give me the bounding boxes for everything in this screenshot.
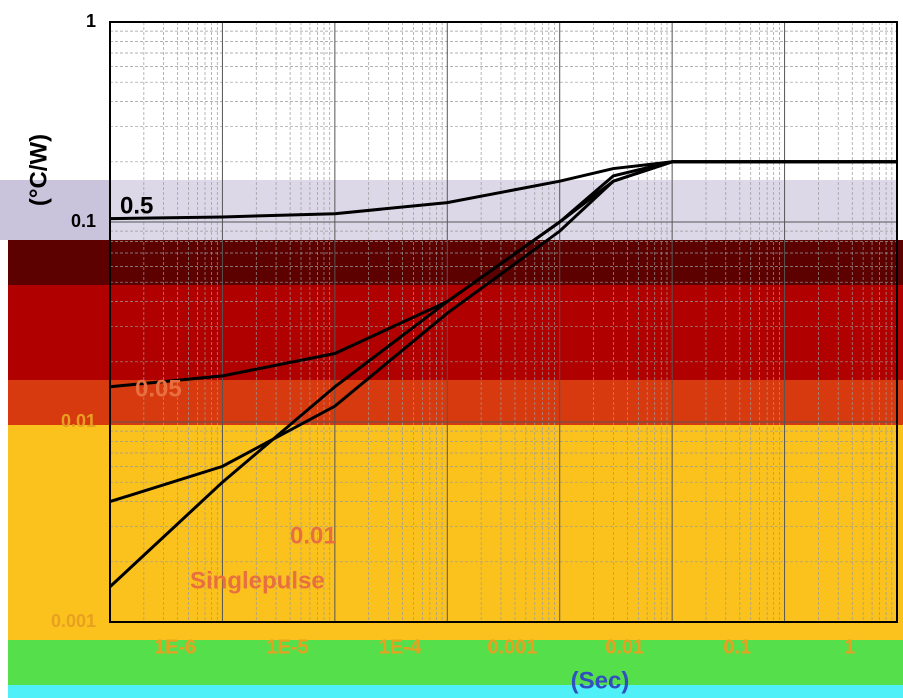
x-tick-label: 1 <box>844 636 855 658</box>
x-tick-label: 1E-6 <box>154 636 196 658</box>
curve-label: 0.05 <box>135 375 182 402</box>
y-tick-label: 0.001 <box>51 611 96 631</box>
curve-label: Singlepulse <box>190 567 325 594</box>
x-tick-label: 0.001 <box>487 636 537 658</box>
x-axis-title: (Sec) <box>571 667 630 694</box>
y-tick-label: 0.01 <box>61 411 96 431</box>
glitch-band <box>8 640 903 685</box>
x-tick-label: 0.1 <box>723 636 751 658</box>
y-axis-title: (°C/W) <box>25 134 52 206</box>
chart: (°C/W) (Sec) 1E-6 1E-5 1E-4 0.001 0.01 0.1 1 1 0… <box>0 0 903 698</box>
y-tick-label: 1 <box>86 11 96 31</box>
glitch-band <box>8 240 903 285</box>
x-tick-label: 0.01 <box>605 636 644 658</box>
glitch-band <box>8 685 903 698</box>
curve-label: 0.5 <box>120 192 153 219</box>
glitch-band <box>110 180 897 240</box>
glitch-band <box>8 285 903 380</box>
glitch-band <box>8 425 903 640</box>
x-tick-label: 1E-4 <box>379 636 422 658</box>
curve-label: 0.01 <box>290 522 337 549</box>
y-tick-label: 0.1 <box>71 211 96 231</box>
x-tick-label: 1E-5 <box>266 636 308 658</box>
